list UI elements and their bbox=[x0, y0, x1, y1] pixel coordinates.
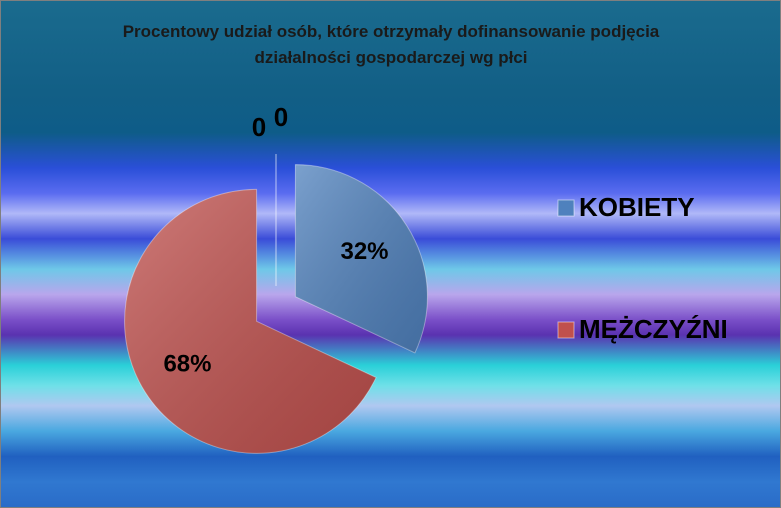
legend-swatch bbox=[557, 321, 575, 339]
legend-label: KOBIETY bbox=[579, 192, 695, 222]
data-label: 0 bbox=[274, 102, 288, 132]
data-label: 0 bbox=[252, 112, 266, 142]
legend-swatch bbox=[557, 199, 575, 217]
data-label: 32% bbox=[340, 238, 388, 265]
legend-label: MĘŻCZYŹNI bbox=[579, 314, 728, 344]
data-label: 68% bbox=[163, 351, 211, 378]
chart-title: Procentowy udział osób, które otrzymały … bbox=[122, 22, 660, 67]
